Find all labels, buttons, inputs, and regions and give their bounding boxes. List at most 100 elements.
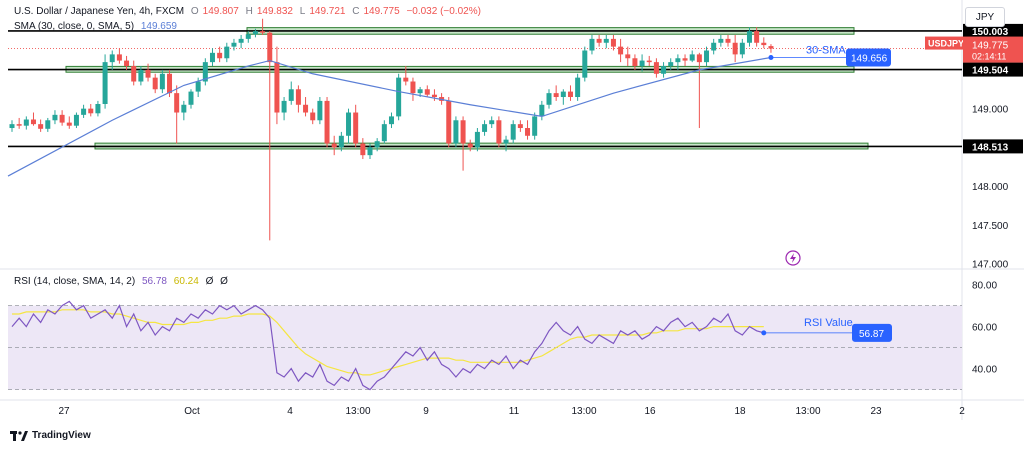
candle-body — [532, 116, 538, 136]
candle-body — [396, 77, 402, 117]
time-tick-label: 2 — [959, 406, 965, 417]
candle-body — [167, 73, 173, 94]
close-label: C — [352, 6, 360, 17]
candle-body — [560, 91, 566, 98]
time-tick-label: 11 — [509, 406, 520, 417]
candle-body — [346, 112, 352, 136]
sma-legend-row: SMA (30, close, 0, SMA, 5) 149.659 — [14, 21, 181, 32]
candle-body — [381, 124, 387, 142]
change-value: −0.032 (−0.02%) — [406, 6, 481, 17]
symbol-title[interactable]: U.S. Dollar / Japanese Yen, 4h, FXCM — [14, 6, 185, 17]
rsi-tick-label: 80.00 — [972, 281, 997, 292]
candle-body — [704, 50, 710, 63]
rsi-legend-extra-2: Ø — [220, 276, 228, 287]
price-tick-label: 148.000 — [972, 182, 1009, 193]
level-price-label: 150.003 — [972, 27, 1009, 38]
candle-body — [675, 58, 681, 63]
low-label: L — [299, 6, 306, 17]
candle-body — [81, 108, 87, 115]
level-price-label: 148.513 — [972, 142, 1009, 153]
candle-body — [525, 128, 531, 136]
candle-body — [267, 32, 273, 63]
candle-body — [353, 112, 359, 144]
rsi-legend[interactable]: RSI (14, close, SMA, 14, 2) — [14, 276, 136, 287]
high-value: 149.832 — [256, 6, 293, 17]
candle-body — [116, 54, 122, 61]
candle-body — [124, 60, 130, 67]
candle-body — [73, 114, 79, 126]
sma-value-tag — [846, 48, 891, 67]
sma-legend-value: 149.659 — [140, 21, 177, 32]
open-value: 149.807 — [202, 6, 239, 17]
candle-body — [303, 104, 309, 113]
candle-body — [618, 46, 624, 55]
candle-body — [754, 31, 760, 43]
event-bolt-icon — [790, 253, 796, 263]
candle-body — [209, 52, 215, 63]
price-tag — [963, 36, 1023, 63]
candle-body — [589, 38, 595, 51]
candle-body — [503, 139, 509, 144]
candle-body — [567, 91, 573, 98]
sma-legend[interactable]: SMA (30, close, 0, SMA, 5) — [14, 21, 135, 32]
rsi-legend-value: 56.78 — [141, 276, 167, 287]
candle-body — [625, 54, 631, 59]
candle-body — [9, 124, 15, 129]
high-label: H — [245, 6, 253, 17]
price-tag-value: 149.775 — [972, 41, 1009, 52]
brand-label: TradingView — [32, 430, 91, 441]
candle-body — [689, 54, 695, 61]
candle-body — [632, 58, 638, 67]
sma-annotation-label: 30-SMA — [806, 44, 846, 56]
candle-body — [496, 120, 502, 144]
time-tick-label: Oct — [184, 406, 200, 417]
rsi-ma-legend-value: 60.24 — [173, 276, 199, 287]
candle-body — [374, 141, 380, 148]
currency-button[interactable]: JPY — [965, 7, 1005, 27]
price-tick-label: 147.500 — [972, 221, 1009, 232]
candle-body — [159, 73, 165, 90]
candle-body — [539, 104, 545, 117]
candle-body — [310, 112, 316, 121]
candle-body — [224, 46, 230, 59]
candle-body — [453, 120, 459, 144]
candle-body — [417, 89, 423, 94]
candle-body — [746, 31, 752, 43]
candle-body — [653, 62, 659, 74]
candle-body — [575, 77, 581, 98]
candle-body — [610, 38, 616, 47]
candle-body — [739, 42, 745, 55]
sma-value-label: 149.656 — [851, 53, 888, 64]
candle-body — [553, 93, 559, 98]
price-tick-label: 149.000 — [972, 105, 1009, 116]
tradingview-logo-icon — [10, 430, 28, 441]
candle-body — [725, 38, 731, 43]
candle-body — [424, 89, 430, 95]
candle-body — [661, 66, 667, 74]
rsi-tick-label: 40.00 — [972, 365, 997, 376]
low-value: 149.721 — [309, 6, 346, 17]
rsi-legend-row: RSI (14, close, SMA, 14, 2) 56.78 60.24 … — [14, 276, 232, 287]
candle-body — [274, 62, 280, 113]
time-tick-label: 13:00 — [345, 406, 370, 417]
candle-body — [711, 42, 717, 51]
candle-body — [152, 77, 158, 90]
candle-body — [138, 69, 144, 82]
candle-body — [410, 81, 416, 94]
candle-body — [732, 42, 738, 55]
candle-body — [324, 100, 330, 144]
candle-body — [510, 124, 516, 140]
candle-body — [403, 77, 409, 82]
time-tick-label: 9 — [423, 406, 429, 417]
candle-body — [582, 50, 588, 78]
candle-body — [431, 94, 437, 98]
time-tick-label: 13:00 — [795, 406, 820, 417]
price-tag-countdown: 02:14:11 — [972, 52, 1006, 62]
candle-body — [295, 89, 301, 105]
candle-body — [668, 62, 674, 67]
time-tick-label: 27 — [58, 406, 70, 417]
candle-body — [195, 81, 201, 92]
symbol-tag-label: USDJPY — [928, 39, 964, 49]
